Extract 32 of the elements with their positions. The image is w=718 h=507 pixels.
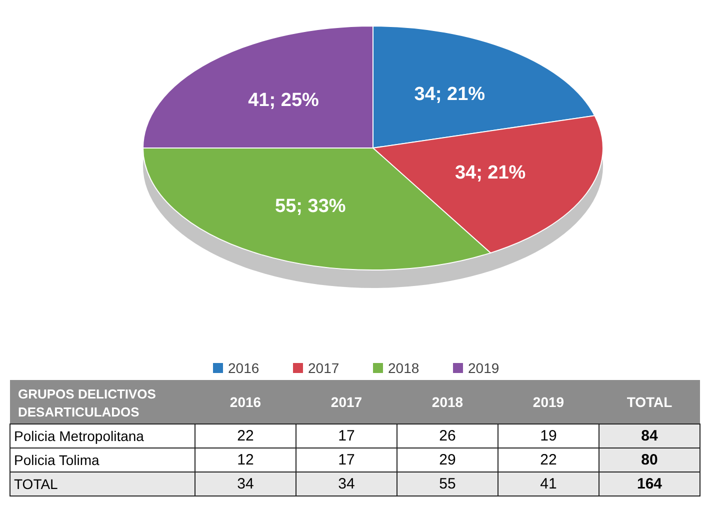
data-label: 80 [641,452,658,468]
data-label: 41; 25% [248,90,320,112]
legend-label: 2019 [468,360,500,376]
legend-label: 2016 [228,360,260,376]
data-label: 19 [540,428,557,444]
data-label: 12 [237,452,254,468]
data-label: 164 [636,476,663,492]
data-label: 34 [237,476,254,492]
data-label: 34 [338,476,355,492]
x-tick-label: 2019 [532,394,564,410]
data-label: 55; 33% [275,196,346,217]
y-tick-label: TOTAL [14,476,58,492]
data-label: 17 [338,452,355,468]
x-tick-label: TOTAL [626,394,673,410]
y-axis-title: GRUPOS DELICTIVOS DESARTICULADOS [18,386,156,420]
data-label: 55 [439,476,456,492]
y-tick-label: Policia Tolima [14,452,100,468]
x-tick-label: 2016 [230,394,262,410]
legend-label: 2018 [388,360,420,376]
data-label: 34; 21% [414,84,486,106]
data-label: 34; 21% [454,162,526,184]
data-label: 26 [439,428,456,444]
data-label: 17 [338,428,355,444]
data-label: 84 [641,428,658,444]
data-label: 22 [540,452,557,468]
x-tick-label: 2018 [432,394,464,410]
legend-label: 2017 [308,360,340,376]
y-tick-label: Policia Metropolitana [14,428,144,444]
data-label: 22 [237,428,254,444]
x-tick-label: 2017 [330,394,362,410]
data-label: 29 [439,452,456,468]
data-label: 41 [540,476,557,492]
